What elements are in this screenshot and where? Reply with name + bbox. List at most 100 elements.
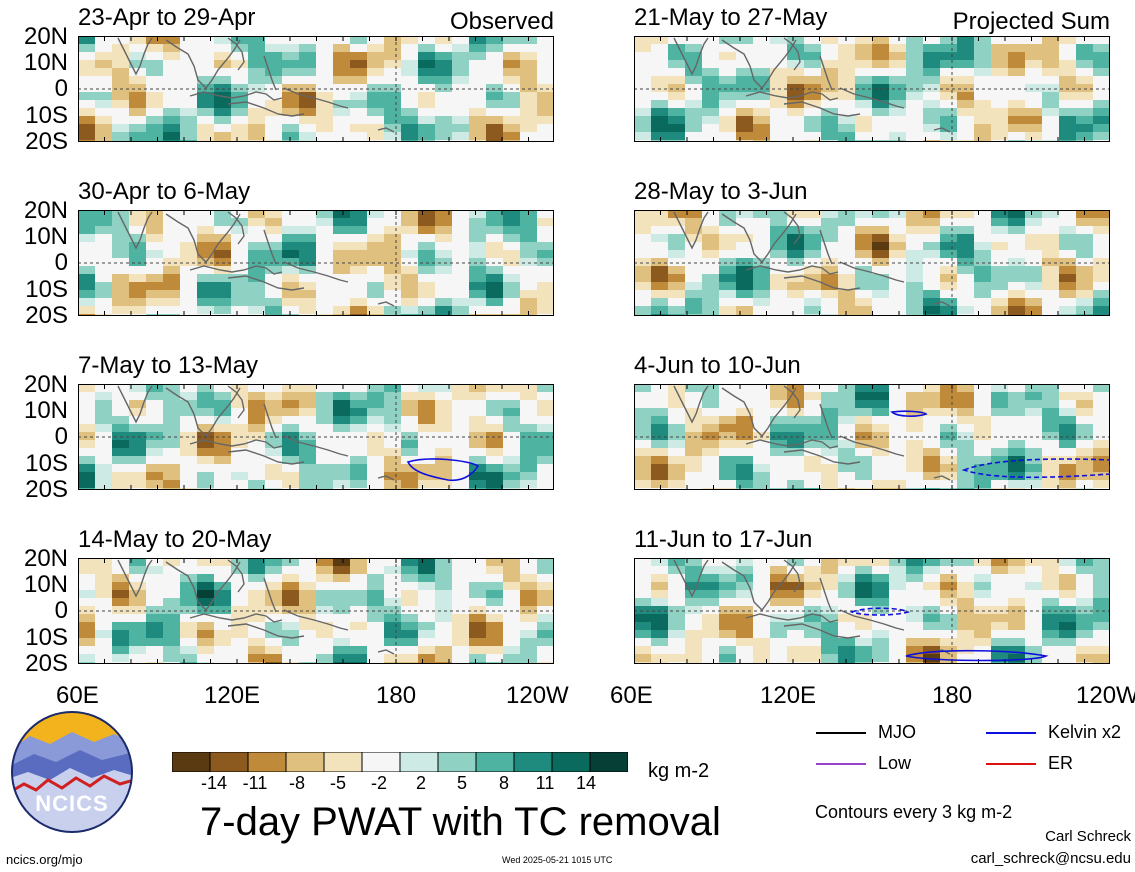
pwat-cell <box>872 448 890 457</box>
pwat-cell <box>1059 424 1077 433</box>
pwat-cell <box>299 622 317 631</box>
pwat-cell <box>197 290 215 299</box>
pwat-cell <box>940 258 958 267</box>
pwat-cell <box>503 218 521 227</box>
pwat-cell <box>634 440 652 449</box>
pwat-cell <box>214 210 232 219</box>
pwat-cell <box>248 392 266 401</box>
pwat-cell <box>872 622 890 631</box>
pwat-cell <box>838 638 856 647</box>
pwat-cell <box>668 566 686 575</box>
pwat-cell <box>418 274 436 283</box>
pwat-cell <box>1025 60 1043 69</box>
pwat-cell <box>736 124 754 133</box>
pwat-cell <box>991 614 1009 623</box>
pwat-cell <box>770 558 788 567</box>
pwat-cell <box>753 234 771 243</box>
panel-tag: Observed <box>449 8 554 35</box>
pwat-cell <box>770 218 788 227</box>
pwat-cell <box>702 36 720 45</box>
pwat-cell <box>787 108 805 117</box>
coastline <box>783 101 861 117</box>
pwat-cell <box>367 646 385 655</box>
pwat-cell <box>923 60 941 69</box>
pwat-cell <box>78 574 96 583</box>
pwat-cell <box>435 480 453 489</box>
pwat-cell <box>333 68 351 77</box>
pwat-cell <box>146 210 164 219</box>
pwat-cell <box>129 566 147 575</box>
pwat-cell <box>452 274 470 283</box>
pwat-cell <box>418 218 436 227</box>
pwat-cell <box>367 416 385 425</box>
pwat-cell <box>940 630 958 639</box>
pwat-cell <box>736 84 754 93</box>
pwat-cell <box>634 44 652 53</box>
pwat-cell <box>855 448 873 457</box>
pwat-cell <box>889 638 907 647</box>
pwat-cell <box>1008 566 1026 575</box>
pwat-cell <box>1076 606 1094 615</box>
pwat-cell <box>367 606 385 615</box>
pwat-cell <box>180 250 198 259</box>
map-frame <box>78 36 554 142</box>
pwat-cell <box>923 282 941 291</box>
pwat-cell <box>95 306 113 315</box>
pwat-cell <box>974 392 992 401</box>
site-link[interactable]: ncics.org/mjo <box>6 852 83 867</box>
legend-item-low: Low <box>816 752 911 774</box>
pwat-cell <box>940 590 958 599</box>
pwat-cell <box>486 582 504 591</box>
pwat-cell <box>974 44 992 53</box>
pwat-cell <box>316 266 334 275</box>
pwat-cell <box>333 60 351 69</box>
pwat-cell <box>180 76 198 85</box>
pwat-cell <box>367 582 385 591</box>
pwat-cell <box>804 290 822 299</box>
pwat-cell <box>350 234 368 243</box>
pwat-cell <box>1025 646 1043 655</box>
pwat-cell <box>452 124 470 133</box>
pwat-cell <box>957 408 975 417</box>
pwat-cell <box>537 108 554 117</box>
pwat-cell <box>418 558 436 567</box>
pwat-cell <box>520 68 538 77</box>
pwat-cell <box>991 116 1009 125</box>
pwat-cell <box>197 400 215 409</box>
pwat-cell <box>855 210 873 219</box>
pwat-cell <box>350 408 368 417</box>
pwat-cell <box>333 638 351 647</box>
coastline <box>227 211 245 245</box>
pwat-cell <box>855 234 873 243</box>
pwat-cell <box>78 258 96 267</box>
pwat-cell <box>520 654 538 663</box>
pwat-cell <box>265 574 283 583</box>
pwat-cell <box>95 234 113 243</box>
pwat-cell <box>668 416 686 425</box>
pwat-cell <box>486 68 504 77</box>
pwat-cell <box>651 558 669 567</box>
pwat-cell <box>906 456 924 465</box>
colorbar-box <box>437 752 477 772</box>
pwat-cell <box>435 52 453 61</box>
pwat-cell <box>197 44 215 53</box>
coastline <box>819 403 833 439</box>
pwat-cell <box>129 306 147 315</box>
pwat-cell <box>316 590 334 599</box>
pwat-cell <box>367 242 385 251</box>
pwat-cell <box>1059 590 1077 599</box>
pwat-cell <box>804 44 822 53</box>
pwat-cell <box>486 590 504 599</box>
pwat-cell <box>197 440 215 449</box>
pwat-cell <box>486 630 504 639</box>
pwat-cell <box>1059 124 1077 133</box>
pwat-cell <box>1042 480 1060 489</box>
pwat-cell <box>265 440 283 449</box>
kelvin-contour <box>890 410 928 417</box>
pwat-cell <box>537 400 554 409</box>
pwat-cell <box>520 598 538 607</box>
pwat-cell <box>889 424 907 433</box>
lat-label: 20S <box>25 476 68 503</box>
pwat-cell <box>1025 36 1043 45</box>
pwat-cell <box>923 44 941 53</box>
